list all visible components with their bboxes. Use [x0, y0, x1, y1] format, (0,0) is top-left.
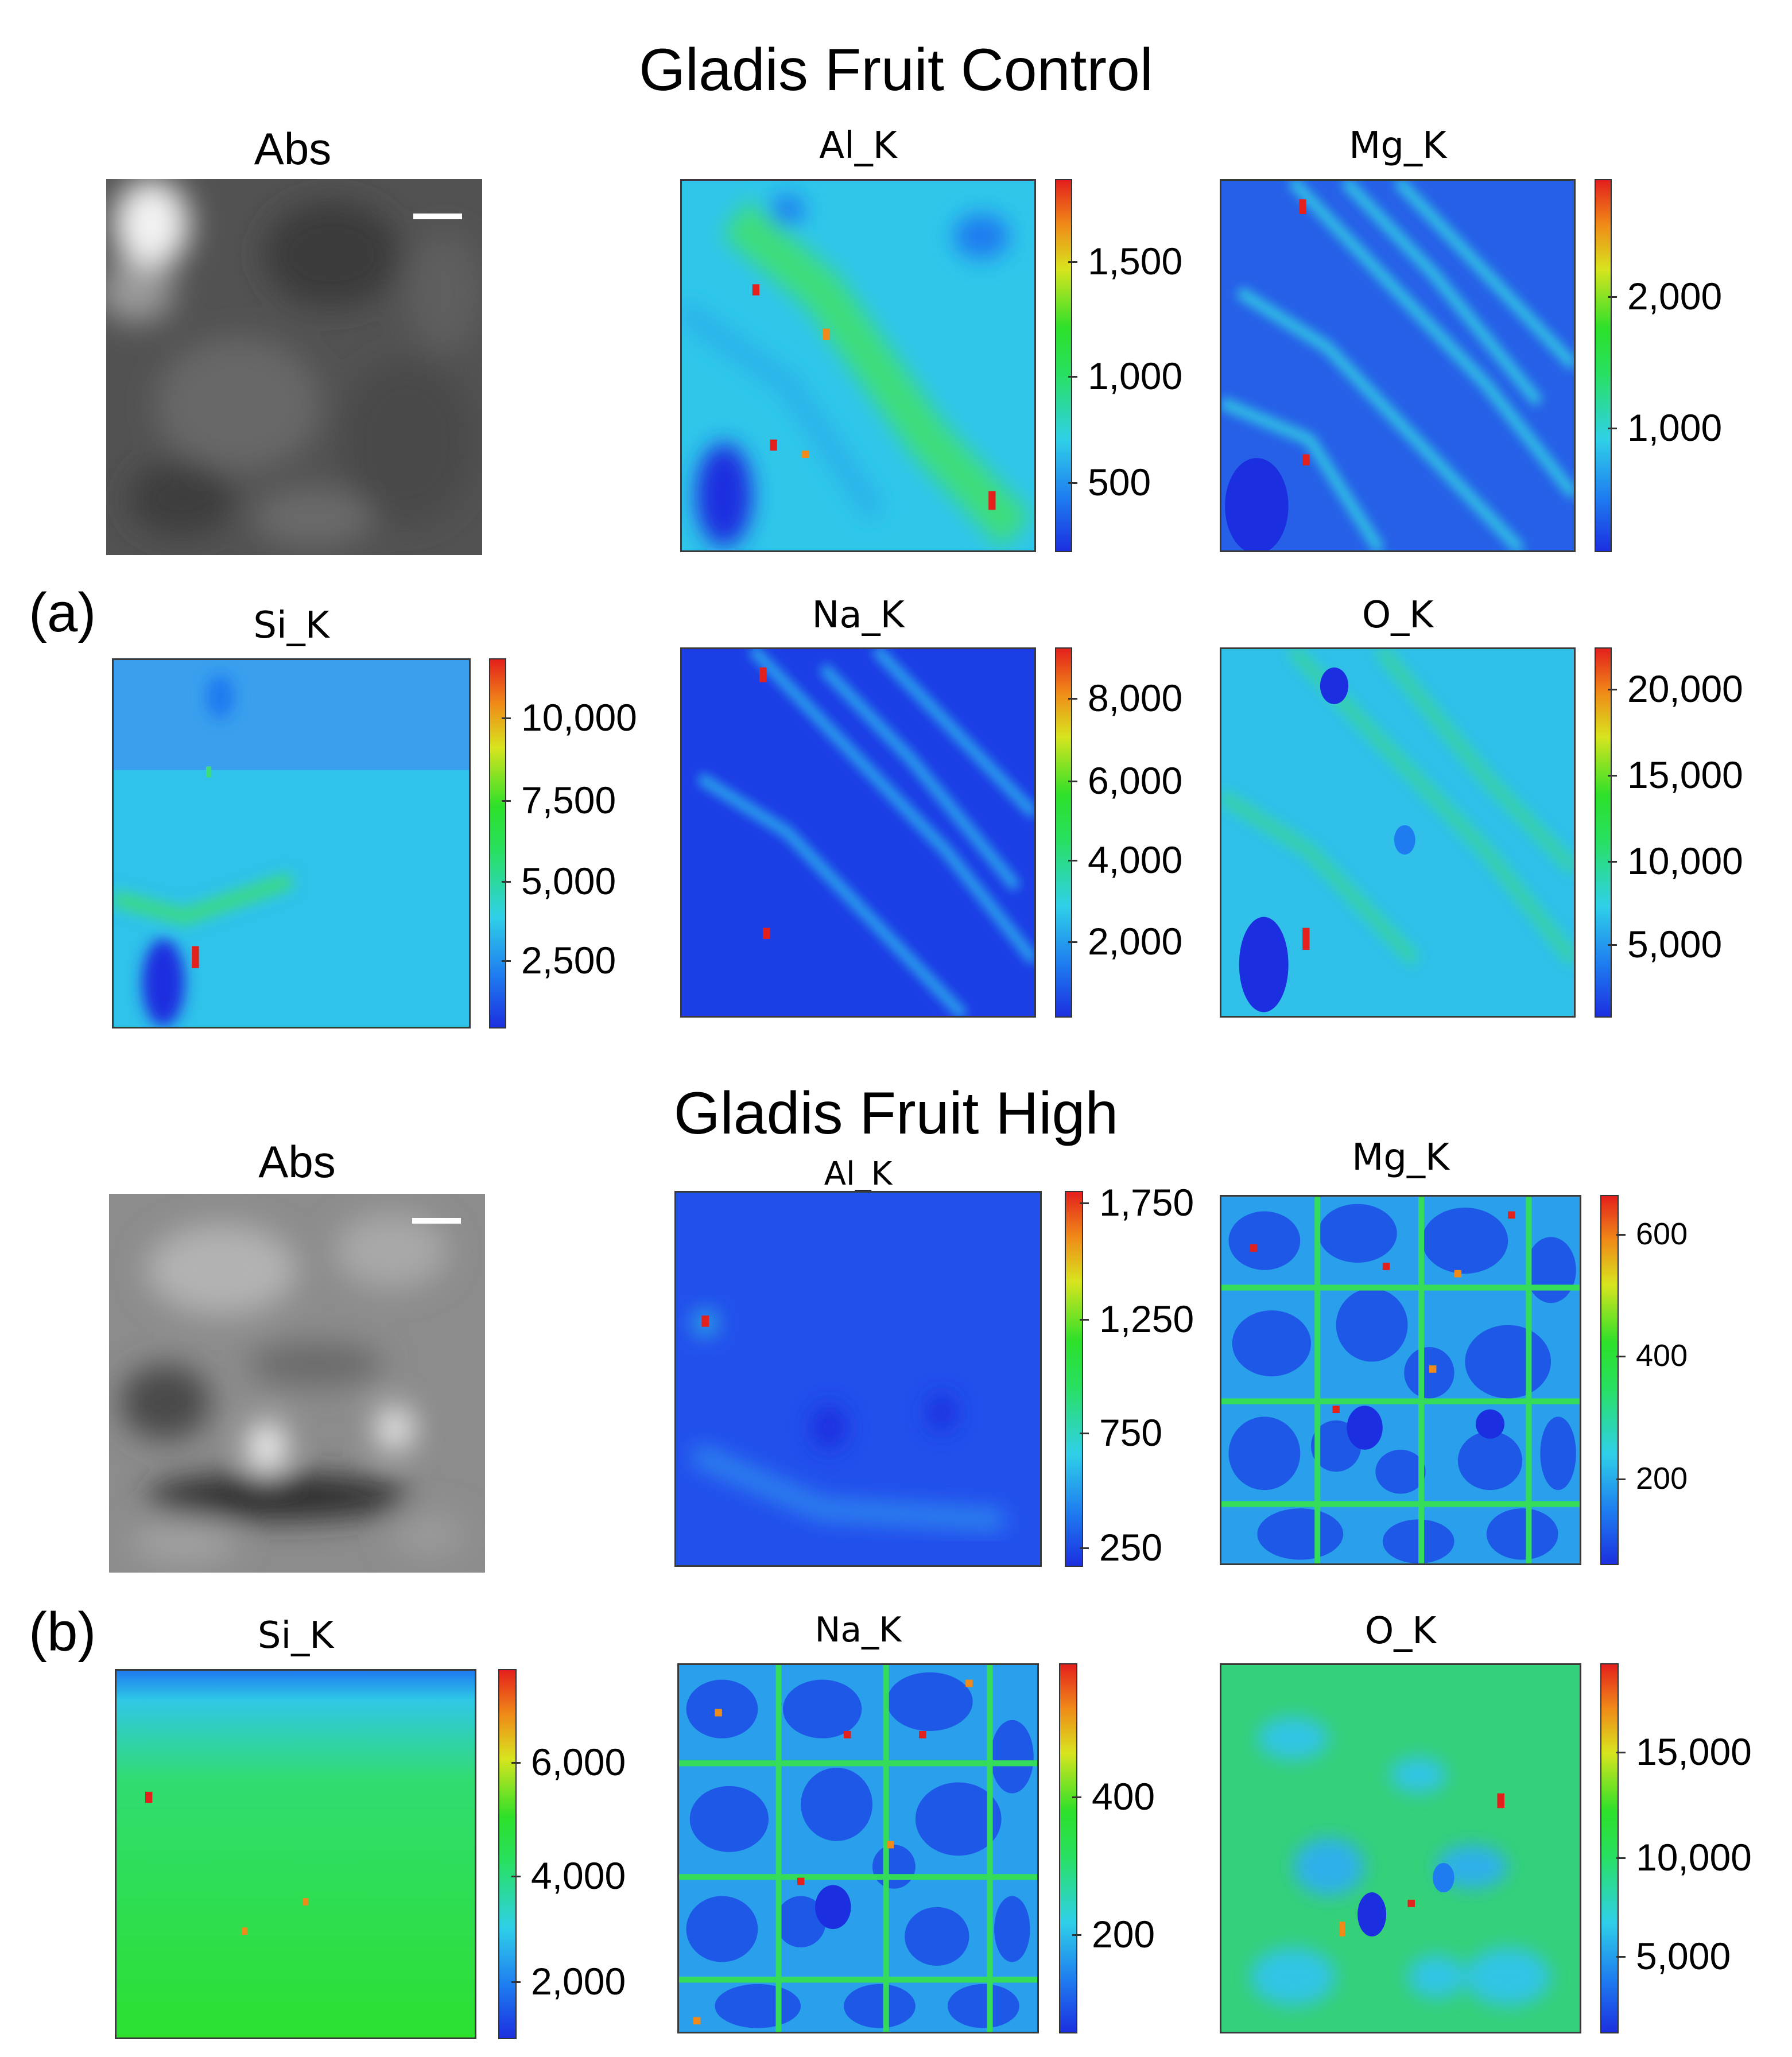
tick-label: 1,000: [1607, 406, 1723, 449]
high-ok-map: [1220, 1663, 1581, 2033]
tick-label: 500: [1068, 461, 1151, 503]
tick-label: 2,000: [1607, 275, 1723, 317]
control-mgk-colorbar: [1595, 179, 1612, 552]
control-alk-map: [680, 179, 1036, 552]
control-ok-title: O_K: [1362, 594, 1434, 636]
tick-label: 200: [1616, 1461, 1688, 1496]
tick-label: 400: [1072, 1775, 1155, 1818]
tick-label: 20,000: [1608, 667, 1743, 710]
high-ok-title: O_K: [1364, 1610, 1437, 1652]
tick-label: 4,000: [1068, 839, 1183, 881]
tick-label: 6,000: [511, 1741, 626, 1783]
high-alk-title: Al_K: [824, 1155, 893, 1193]
control-mgk-title: Mg_K: [1349, 125, 1446, 167]
tick-label: 10,000: [1608, 840, 1743, 882]
label-b: (b): [29, 1601, 96, 1663]
tick-label: 15,000: [1608, 754, 1743, 796]
high-abs-image: [109, 1194, 485, 1573]
tick-label: 4,000: [511, 1854, 626, 1897]
high-alk-map: [674, 1191, 1042, 1567]
tick-label: 600: [1616, 1217, 1688, 1251]
high-alk-colorbar: [1065, 1191, 1083, 1567]
high-mgk-map: [1220, 1195, 1581, 1565]
tick-label: 5,000: [1607, 923, 1723, 965]
high-nak-title: Na_K: [814, 1610, 902, 1650]
tick-label: 15,000: [1616, 1730, 1752, 1773]
control-sik-colorbar: [489, 658, 506, 1028]
control-sik-title: Si_K: [253, 604, 329, 647]
control-mgk-map: [1220, 179, 1576, 552]
control-sik-map: [112, 658, 471, 1028]
tick-label: 200: [1072, 1913, 1155, 1955]
control-alk-title: Al_K: [819, 125, 897, 167]
control-ok-colorbar: [1595, 647, 1612, 1018]
label-a: (a): [29, 582, 96, 643]
tick-label: 6,000: [1068, 759, 1183, 802]
high-mgk-colorbar: [1600, 1195, 1619, 1565]
tick-label: 1,750: [1079, 1181, 1194, 1224]
high-nak-colorbar: [1059, 1663, 1077, 2033]
control-nak-colorbar: [1055, 647, 1072, 1018]
high-ok-colorbar: [1600, 1663, 1619, 2033]
control-alk-colorbar: [1055, 179, 1072, 552]
tick-label: 10,000: [502, 696, 637, 739]
scale-bar: [413, 214, 462, 219]
tick-label: 1,250: [1079, 1298, 1194, 1340]
tick-label: 750: [1079, 1411, 1163, 1454]
tick-label: 5,000: [501, 860, 616, 902]
control-abs-image: [106, 179, 482, 555]
high-abs-title: Abs: [258, 1136, 336, 1187]
tick-label: 400: [1616, 1338, 1688, 1373]
control-ok-map: [1220, 647, 1576, 1018]
tick-label: 7,500: [501, 779, 616, 821]
tick-label: 2,000: [511, 1960, 626, 2002]
high-sik-colorbar: [498, 1669, 517, 2039]
high-sik-title: Si_K: [257, 1614, 334, 1657]
control-nak-map: [680, 647, 1036, 1018]
tick-label: 5,000: [1616, 1935, 1731, 1977]
high-title: Gladis Fruit High: [673, 1080, 1119, 1147]
tick-label: 10,000: [1616, 1836, 1752, 1879]
control-abs-title: Abs: [254, 123, 332, 174]
high-sik-map: [115, 1669, 476, 2039]
tick-label: 250: [1079, 1526, 1163, 1569]
tick-label: 8,000: [1068, 677, 1183, 719]
tick-label: 2,500: [501, 939, 616, 981]
scale-bar: [412, 1218, 461, 1224]
tick-label: 1,000: [1068, 355, 1183, 397]
high-mgk-title: Mg_K: [1352, 1136, 1449, 1179]
tick-label: 1,500: [1068, 240, 1183, 282]
high-nak-map: [677, 1663, 1039, 2033]
tick-label: 2,000: [1068, 920, 1183, 962]
control-nak-title: Na_K: [812, 594, 905, 636]
control-title: Gladis Fruit Control: [639, 37, 1153, 103]
